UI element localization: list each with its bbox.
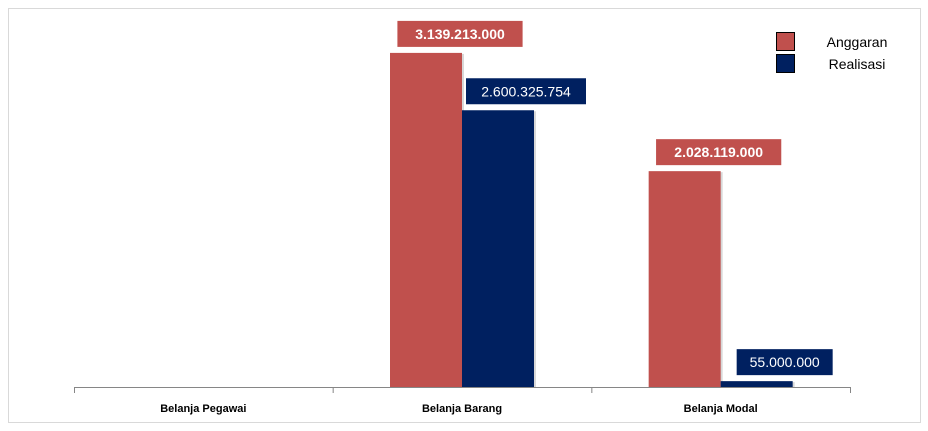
legend-label-anggaran: Anggaran bbox=[827, 34, 888, 50]
x-axis: Belanja Pegawai Belanja Barang Belanja Mod… bbox=[74, 387, 851, 415]
data-label-box bbox=[397, 20, 523, 47]
data-label-anggaran-1: 3.139.213.000 bbox=[415, 26, 505, 42]
legend-swatch-anggaran bbox=[776, 32, 795, 51]
legend-swatch-realisasi bbox=[776, 54, 795, 73]
data-labels-layer: 3.139.213.000 2.600.325.754 2.028.119.000 5… bbox=[397, 20, 833, 376]
bar-anggaran-2 bbox=[648, 171, 721, 387]
bar-realisasi-2 bbox=[720, 381, 793, 387]
bar-anggaran-1 bbox=[390, 52, 462, 388]
bars-layer bbox=[390, 52, 795, 389]
data-label-box bbox=[736, 349, 833, 376]
x-tick-label-0: Belanja Pegawai bbox=[160, 403, 246, 415]
data-label-realisasi-2: 55.000.000 bbox=[750, 354, 820, 370]
legend-label-realisasi: Realisasi bbox=[829, 56, 886, 72]
data-label-box bbox=[466, 78, 586, 105]
data-label-box bbox=[656, 139, 782, 166]
data-label-anggaran-2: 2.028.119.000 bbox=[674, 144, 763, 160]
x-tick-label-1: Belanja Barang bbox=[422, 403, 502, 415]
x-tick-label-2: Belanja Modal bbox=[684, 403, 758, 415]
data-label-realisasi-1: 2.600.325.754 bbox=[481, 83, 571, 99]
bar-realisasi-1 bbox=[462, 110, 534, 388]
legend: Anggaran Realisasi bbox=[776, 32, 888, 73]
